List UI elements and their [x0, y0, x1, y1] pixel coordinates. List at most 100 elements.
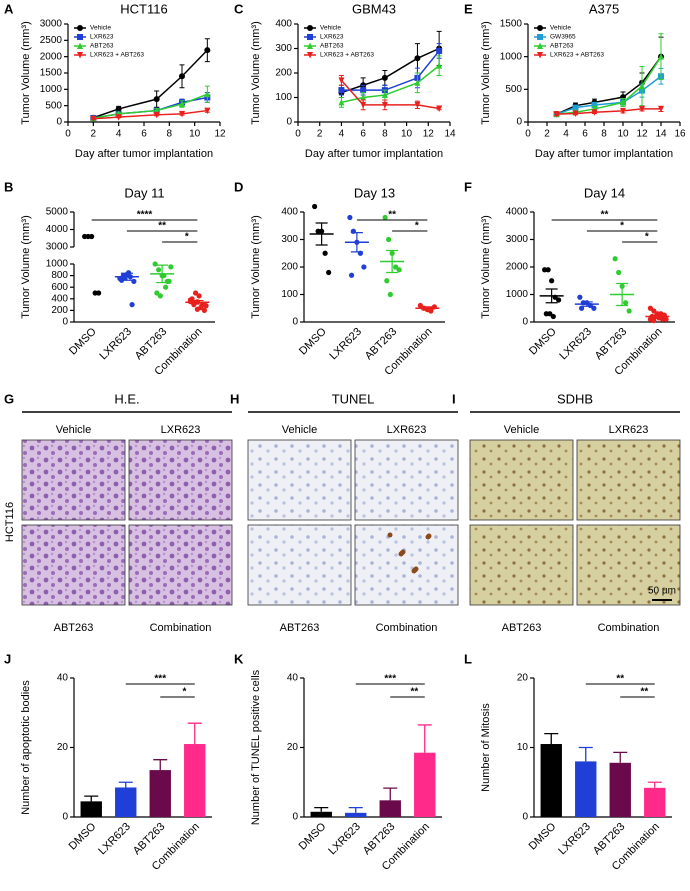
y-tick-label: 4000: [46, 224, 69, 235]
significance-label: **: [388, 210, 396, 221]
x-tick-label: DMSO: [297, 325, 329, 357]
legend-marker: [307, 25, 313, 31]
legend-label: Vehicle: [550, 25, 571, 32]
y-tick-label: 0: [56, 117, 62, 128]
error-bar: [386, 249, 399, 274]
legend-marker: [77, 42, 83, 49]
panel-letter: A: [4, 1, 14, 16]
error-bar: [651, 314, 664, 319]
point: [196, 293, 202, 299]
marker: [360, 87, 367, 94]
x-tick-label: 10: [617, 129, 629, 140]
legend-label: ABT263: [90, 43, 114, 50]
series-line: [556, 108, 661, 115]
x-axis-label: Day after tumor implantation: [535, 148, 673, 160]
marker: [572, 110, 579, 118]
x-tick-label: 16: [674, 129, 686, 140]
point: [396, 267, 402, 273]
marker: [553, 111, 560, 118]
y-axis-label: Tumor Volume (mm³): [250, 21, 262, 125]
marker: [338, 87, 345, 94]
marker: [381, 74, 388, 81]
micrograph: [21, 524, 126, 606]
x-tick-label: DMSO: [297, 820, 329, 852]
x-tick-label: 4: [339, 129, 345, 140]
x-tick-label: 6: [360, 129, 366, 140]
significance-label: *: [182, 687, 186, 698]
bar: [310, 811, 332, 817]
marker: [414, 79, 421, 86]
y-tick-label: 0: [522, 812, 528, 823]
bar: [80, 801, 102, 817]
y-tick-label: 800: [51, 270, 68, 281]
x-tick-label: 8: [167, 129, 173, 140]
y-tick-label: 400: [51, 293, 68, 304]
row-label: HCT116: [4, 502, 16, 542]
x-tick-label: 8: [601, 129, 607, 140]
legend-label: GW3965: [550, 34, 576, 41]
point: [384, 278, 390, 284]
error-bar: [383, 787, 398, 801]
bar: [540, 744, 562, 817]
y-tick-label: 0: [62, 317, 68, 328]
legend-label: LXR623: [320, 34, 344, 41]
series-line: [556, 56, 662, 115]
point: [129, 302, 135, 308]
marker: [204, 90, 211, 98]
significance-label: **: [641, 687, 649, 698]
series-line: [556, 75, 662, 115]
marker: [639, 82, 645, 90]
bar: [609, 762, 631, 817]
x-tick-label: 10: [401, 129, 413, 140]
point: [591, 305, 597, 311]
series-line: [93, 49, 208, 119]
marker: [658, 105, 664, 113]
point: [550, 313, 556, 320]
marker: [414, 101, 421, 109]
marker: [572, 104, 579, 111]
y-tick-label: 600: [51, 282, 68, 293]
y-tick-label: 3000: [46, 242, 69, 253]
point: [663, 316, 669, 322]
x-tick-label: 4: [563, 129, 569, 140]
marker: [436, 47, 443, 54]
y-tick-label: 1500: [500, 19, 523, 30]
y-tick-label: 300: [281, 234, 298, 245]
point: [651, 318, 657, 324]
image-label: ABT263: [502, 622, 542, 634]
significance-label: ****: [137, 210, 153, 221]
marker: [90, 115, 97, 123]
y-tick-label: 500: [45, 100, 62, 111]
error-bar: [120, 272, 133, 281]
chart-title: Day 14: [584, 185, 625, 200]
y-tick-label: 2500: [40, 35, 63, 46]
image-label: Combination: [376, 622, 438, 634]
error-bar: [314, 806, 329, 812]
error-bar: [580, 301, 593, 307]
y-tick-label: 1500: [40, 68, 63, 79]
chart-title: Day 13: [354, 185, 395, 200]
point: [192, 290, 199, 296]
error-bar: [616, 282, 629, 307]
micrograph: [128, 439, 233, 521]
point: [556, 297, 562, 303]
error-bar: [544, 732, 559, 745]
marker: [436, 105, 443, 113]
legend-label: LXR623 + ABT263: [320, 52, 374, 59]
image-label: Vehicle: [504, 424, 539, 436]
y-tick-label: 0: [516, 117, 522, 128]
marker: [115, 114, 122, 121]
x-tick-label: DMSO: [67, 820, 99, 852]
y-tick-label: 0: [286, 117, 292, 128]
y-tick-label: 1000: [46, 259, 69, 270]
point: [156, 267, 162, 273]
point: [164, 278, 170, 284]
error-bar: [421, 306, 434, 311]
point: [393, 264, 399, 270]
legend-label: ABT263: [550, 43, 574, 50]
point: [326, 269, 332, 276]
point: [626, 308, 632, 314]
legend-label: LXR623 + ABT263: [90, 52, 144, 59]
image-label: Vehicle: [56, 424, 91, 436]
panel-letter: F: [464, 179, 472, 194]
